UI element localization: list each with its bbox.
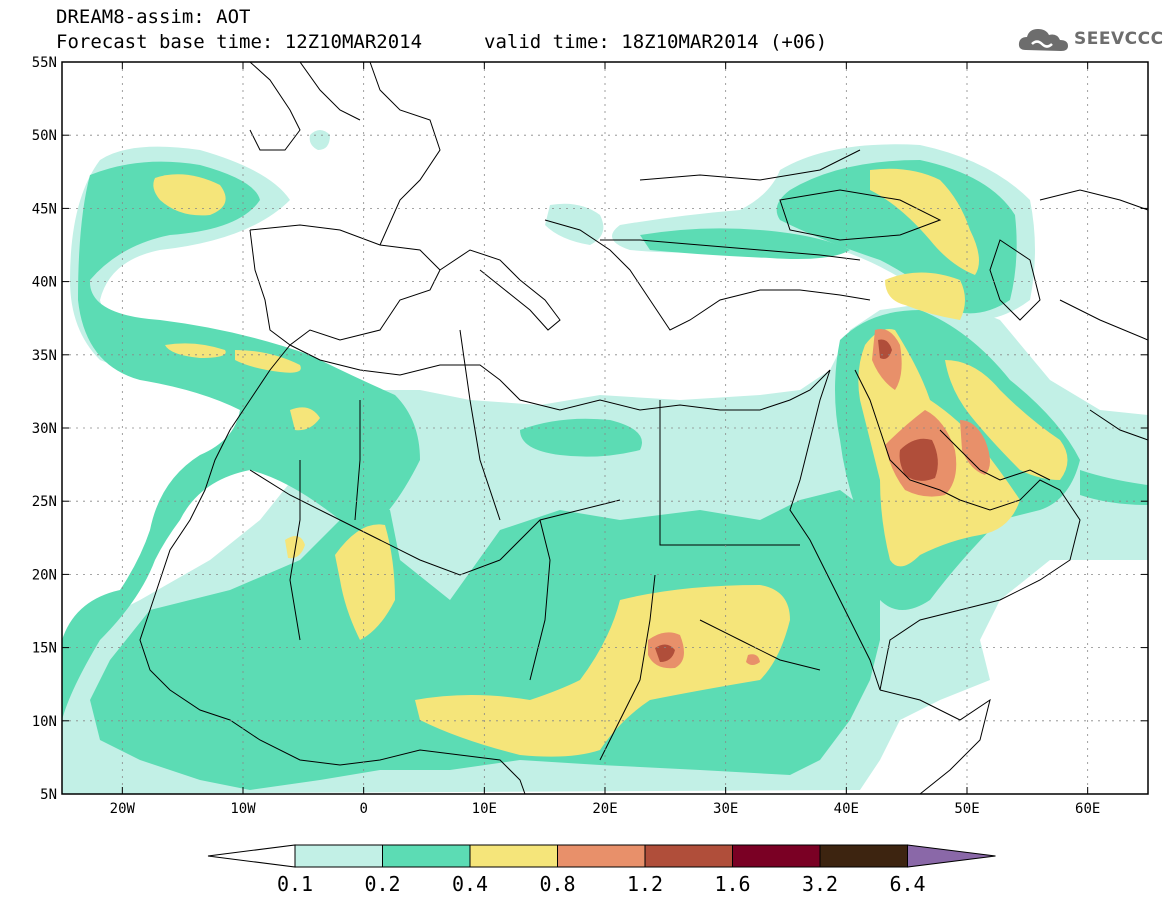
- legend-bin: [469, 844, 558, 868]
- lon-tick-label: 10W: [230, 801, 256, 817]
- header: DREAM8-assim: AOT Forecast base time: 12…: [0, 0, 1165, 60]
- lon-tick-label: 0: [359, 801, 367, 817]
- legend-bin-low: [207, 844, 296, 868]
- seevccc-logo: SEEVCCC: [1016, 24, 1163, 56]
- coastlines-borders: [139, 62, 1148, 794]
- lon-tick-label: 10E: [472, 801, 497, 817]
- lat-tick-label: 20N: [32, 567, 57, 583]
- legend-label: 0.8: [539, 872, 575, 896]
- logo-text: SEEVCCC: [1074, 29, 1164, 49]
- lat-tick-label: 35N: [32, 348, 57, 364]
- lat-tick-label: 45N: [32, 201, 57, 217]
- lat-tick-label: 25N: [32, 494, 57, 510]
- lon-tick-label: 60E: [1075, 801, 1100, 817]
- legend-bin: [732, 844, 821, 868]
- lat-tick-label: 15N: [32, 641, 57, 657]
- lat-tick-label: 30N: [32, 421, 57, 437]
- lon-tick-label: 20W: [110, 801, 136, 817]
- base-time-label: Forecast base time: 12Z10MAR2014: [56, 31, 423, 53]
- lon-tick-label: 40E: [834, 801, 859, 817]
- lat-tick-label: 5N: [40, 787, 57, 803]
- legend-label: 0.4: [452, 872, 488, 896]
- latitude-labels: 5N 10N 15N 20N 25N 30N 35N 40N 45N 50N 55N: [32, 55, 57, 803]
- legend-bin: [644, 844, 733, 868]
- legend-bin: [557, 844, 646, 868]
- model-title: DREAM8-assim: AOT: [56, 6, 251, 28]
- legend-labels: 0.1 0.2 0.4 0.8 1.2 1.6 3.2 6.4: [277, 872, 926, 896]
- lat-tick-label: 55N: [32, 55, 57, 71]
- color-legend: [207, 844, 996, 868]
- legend-bin: [819, 844, 908, 868]
- legend-label: 0.2: [364, 872, 400, 896]
- legend-label: 1.2: [627, 872, 663, 896]
- lat-tick-label: 40N: [32, 275, 57, 291]
- lon-tick-label: 50E: [954, 801, 979, 817]
- valid-time-label: valid time: 18Z10MAR2014 (+06): [484, 31, 828, 53]
- lon-tick-label: 30E: [713, 801, 738, 817]
- legend-bin: [382, 844, 471, 868]
- legend-label: 3.2: [802, 872, 838, 896]
- legend-label: 0.1: [277, 872, 313, 896]
- lat-tick-label: 50N: [32, 128, 57, 144]
- graticule: [62, 62, 1148, 794]
- aot-level-1-2: [655, 339, 938, 662]
- longitude-labels: 20W 10W 0 10E 20E 30E 40E 50E 60E: [110, 801, 1101, 817]
- legend-label: 1.6: [714, 872, 750, 896]
- legend-bin: [294, 844, 383, 868]
- legend-bin-high: [907, 844, 996, 868]
- cloud-icon: [1018, 29, 1068, 51]
- lon-tick-label: 20E: [592, 801, 617, 817]
- legend-label: 6.4: [889, 872, 925, 896]
- aot-shading: [62, 130, 1148, 794]
- aot-level-0-4: [153, 168, 1068, 757]
- lat-tick-label: 10N: [32, 714, 57, 730]
- axis-ticks: [62, 61, 1148, 795]
